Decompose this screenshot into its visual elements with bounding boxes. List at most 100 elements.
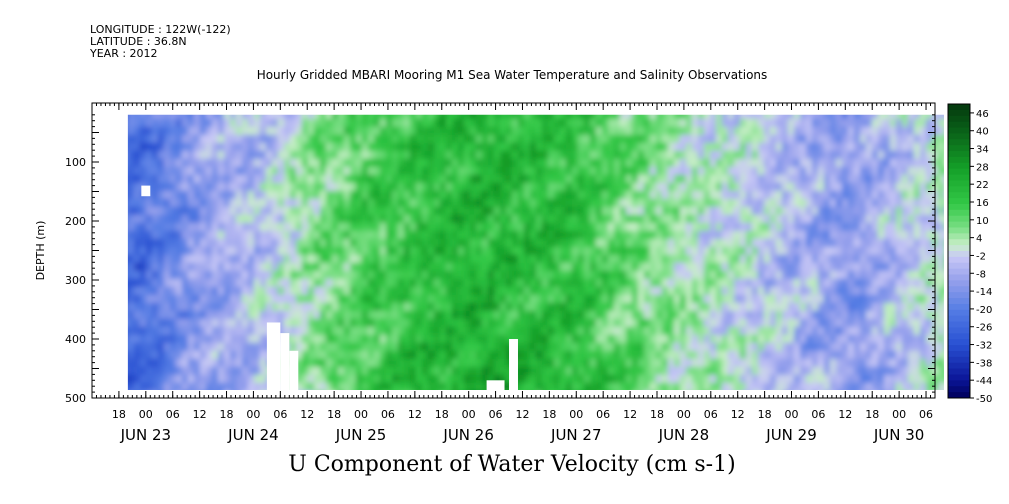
velocity-cell bbox=[649, 158, 657, 168]
velocity-cell bbox=[517, 366, 525, 376]
velocity-cell bbox=[391, 302, 399, 312]
velocity-cell bbox=[523, 262, 531, 272]
velocity-cell bbox=[403, 114, 411, 120]
velocity-cell bbox=[259, 342, 267, 352]
velocity-cell bbox=[409, 318, 417, 328]
velocity-cell bbox=[662, 103, 669, 112]
velocity-cell bbox=[721, 302, 729, 312]
velocity-cell bbox=[127, 158, 135, 168]
velocity-cell bbox=[320, 399, 327, 408]
velocity-cell bbox=[451, 294, 459, 304]
velocity-cell bbox=[439, 254, 447, 264]
velocity-cell bbox=[211, 310, 219, 320]
velocity-cell bbox=[607, 310, 615, 320]
velocity-cell bbox=[427, 238, 435, 248]
velocity-cell bbox=[241, 302, 249, 312]
velocity-cell bbox=[535, 206, 543, 216]
velocity-cell bbox=[463, 262, 471, 272]
velocity-cell bbox=[715, 142, 723, 152]
velocity-cell bbox=[283, 230, 291, 240]
velocity-cell bbox=[769, 126, 777, 136]
velocity-cell bbox=[901, 174, 909, 184]
velocity-cell bbox=[331, 114, 339, 120]
velocity-cell bbox=[511, 310, 519, 320]
velocity-cell bbox=[134, 399, 141, 408]
velocity-cell bbox=[157, 302, 165, 312]
velocity-cell bbox=[895, 350, 903, 360]
velocity-cell bbox=[619, 198, 627, 208]
velocity-cell bbox=[721, 270, 729, 280]
velocity-cell bbox=[667, 262, 675, 272]
velocity-cell bbox=[242, 399, 249, 408]
velocity-cell bbox=[397, 142, 405, 152]
velocity-cell bbox=[283, 222, 291, 232]
velocity-cell bbox=[667, 182, 675, 192]
velocity-cell bbox=[571, 342, 579, 352]
velocity-cell bbox=[775, 262, 783, 272]
velocity-cell bbox=[595, 150, 603, 160]
velocity-cell bbox=[421, 118, 429, 128]
velocity-cell bbox=[667, 350, 675, 360]
velocity-cell bbox=[757, 238, 765, 248]
velocity-cell bbox=[337, 246, 345, 256]
velocity-cell bbox=[313, 278, 321, 288]
velocity-cell bbox=[403, 134, 411, 144]
velocity-cell bbox=[613, 382, 621, 391]
longitude-label: LONGITUDE : 122W(-122) bbox=[90, 23, 231, 36]
velocity-cell bbox=[259, 150, 267, 160]
velocity-cell bbox=[817, 366, 825, 376]
velocity-cell bbox=[703, 230, 711, 240]
velocity-cell bbox=[265, 310, 273, 320]
velocity-cell bbox=[457, 198, 465, 208]
velocity-cell bbox=[889, 246, 897, 256]
velocity-cell bbox=[547, 238, 555, 248]
velocity-cell bbox=[583, 286, 591, 296]
velocity-cell bbox=[883, 358, 891, 368]
velocity-cell bbox=[403, 166, 411, 176]
velocity-cell bbox=[415, 150, 423, 160]
velocity-cell bbox=[284, 399, 291, 408]
velocity-cell bbox=[499, 318, 507, 328]
velocity-cell bbox=[127, 358, 129, 368]
velocity-cell bbox=[523, 166, 531, 176]
velocity-cell bbox=[763, 182, 771, 192]
velocity-cell bbox=[709, 286, 717, 296]
velocity-cell bbox=[889, 198, 897, 208]
velocity-cell bbox=[241, 278, 249, 288]
velocity-cell bbox=[859, 374, 867, 384]
velocity-cell bbox=[229, 302, 237, 312]
velocity-cell bbox=[217, 182, 225, 192]
velocity-cell bbox=[679, 366, 687, 376]
velocity-cell bbox=[721, 158, 729, 168]
velocity-cell bbox=[319, 318, 327, 328]
velocity-cell bbox=[583, 358, 591, 368]
velocity-cell bbox=[547, 334, 555, 344]
velocity-cell bbox=[865, 118, 873, 128]
velocity-cell bbox=[427, 310, 435, 320]
velocity-cell bbox=[391, 374, 399, 384]
velocity-cell bbox=[139, 326, 147, 336]
velocity-cell bbox=[301, 182, 309, 192]
velocity-cell bbox=[781, 326, 789, 336]
velocity-cell bbox=[637, 318, 645, 328]
velocity-cell bbox=[361, 214, 369, 224]
velocity-cell bbox=[253, 230, 261, 240]
velocity-cell bbox=[385, 118, 393, 128]
velocity-cell bbox=[379, 222, 387, 232]
velocity-cell bbox=[595, 294, 603, 304]
velocity-cell bbox=[649, 214, 657, 224]
velocity-cell bbox=[823, 222, 831, 232]
velocity-cell bbox=[823, 190, 831, 200]
velocity-cell bbox=[229, 262, 237, 272]
velocity-cell bbox=[241, 246, 249, 256]
velocity-cell bbox=[127, 114, 135, 120]
velocity-cell bbox=[301, 190, 309, 200]
velocity-cell bbox=[445, 158, 453, 168]
velocity-cell bbox=[548, 399, 555, 408]
velocity-cell bbox=[439, 286, 447, 296]
velocity-cell bbox=[841, 382, 849, 391]
velocity-cell bbox=[835, 206, 843, 216]
velocity-cell bbox=[601, 318, 609, 328]
velocity-cell bbox=[469, 118, 477, 128]
velocity-cell bbox=[529, 142, 537, 152]
